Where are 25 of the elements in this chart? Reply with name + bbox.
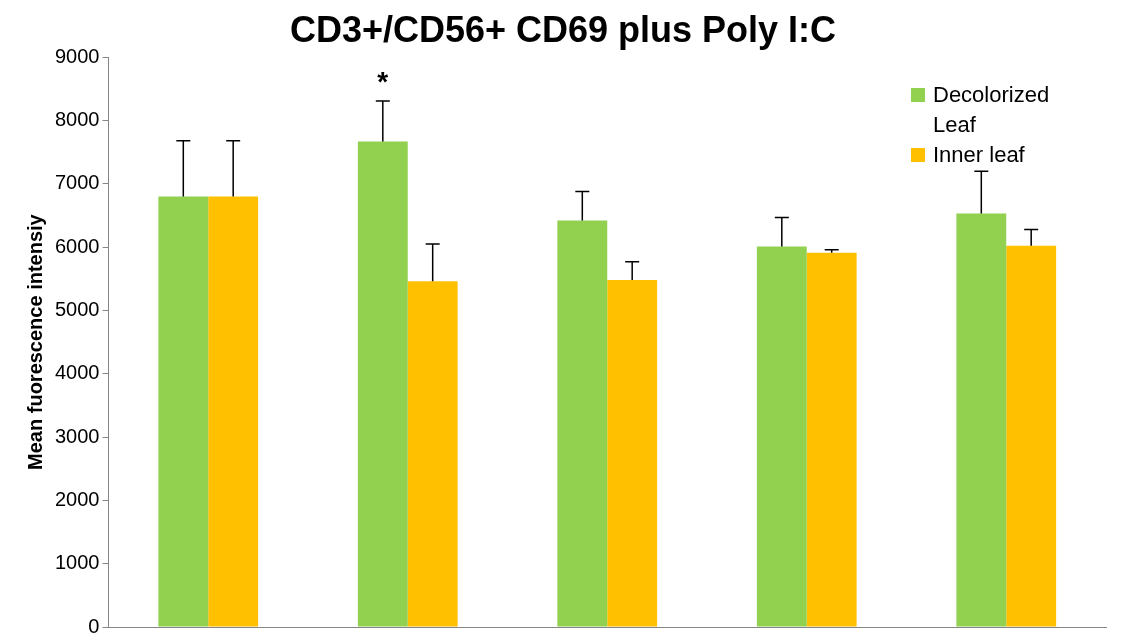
y-tick-label: 3000 <box>54 424 100 447</box>
bar <box>806 252 857 627</box>
y-tick-label: 5000 <box>54 297 100 320</box>
y-axis-title: Mean fuorescence intensiy <box>23 213 46 470</box>
y-tick-label: 9000 <box>54 44 100 67</box>
chart-title: CD3+/CD56+ CD69 plus Poly I:C <box>289 8 837 50</box>
y-tick-label: 6000 <box>54 234 100 257</box>
y-tick-label: 0 <box>88 614 100 637</box>
y-tick-label: 1000 <box>54 551 100 574</box>
y-tick-label: 7000 <box>54 171 100 194</box>
bar <box>756 246 807 627</box>
legend-label: Inner leaf <box>933 141 1025 169</box>
annotation: * <box>377 65 389 97</box>
y-tick-label: 2000 <box>54 487 100 510</box>
y-tick-label: 8000 <box>54 108 100 131</box>
bar <box>1006 245 1057 627</box>
bar <box>357 141 408 627</box>
bar <box>557 220 608 627</box>
bar <box>956 213 1007 627</box>
bar <box>407 281 458 627</box>
y-tick-label: 4000 <box>54 361 100 384</box>
legend-label: Decolorized Leaf <box>933 81 1051 139</box>
bar <box>208 196 259 627</box>
bar <box>607 280 658 627</box>
bar <box>158 196 209 627</box>
